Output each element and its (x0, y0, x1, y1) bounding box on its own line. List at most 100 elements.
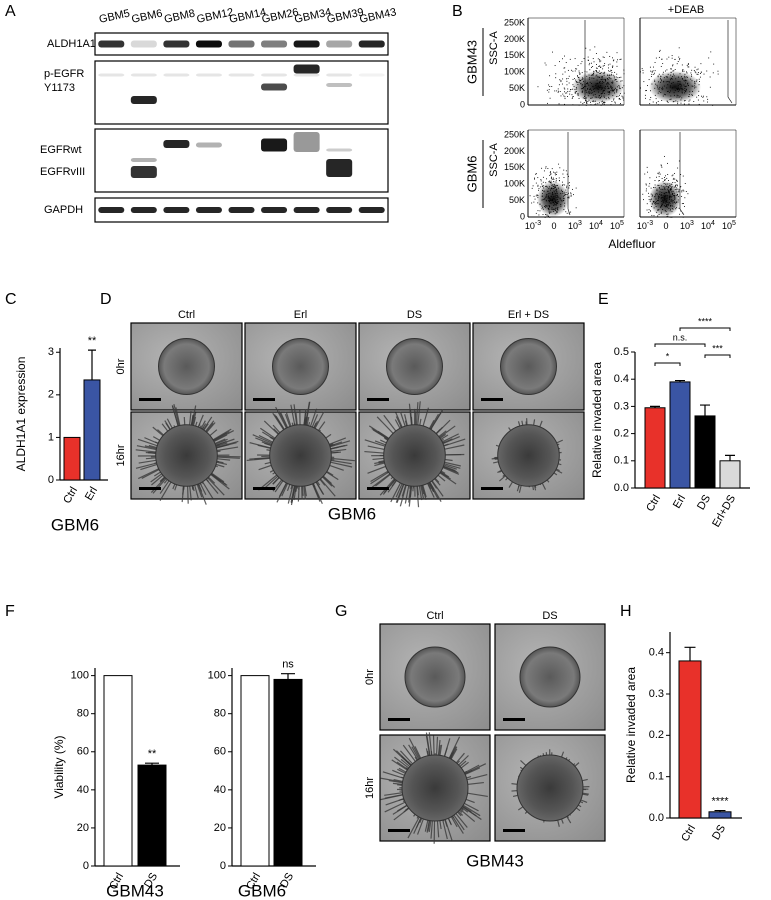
event-dot (566, 78, 567, 80)
event-dot (569, 90, 571, 92)
event-dot (619, 93, 621, 95)
event-dot (554, 172, 556, 174)
event-dot (668, 207, 670, 209)
event-dot (611, 88, 613, 90)
event-dot (671, 195, 673, 197)
event-dot (548, 211, 550, 213)
event-dot (549, 198, 551, 200)
event-dot (568, 175, 569, 177)
error-bar (281, 673, 295, 680)
event-dot (607, 78, 609, 80)
event-dot (666, 216, 668, 218)
event-dot (685, 86, 687, 88)
event-dot (541, 208, 543, 210)
event-dot (616, 90, 618, 92)
event-dot (665, 81, 667, 83)
event-dot (680, 83, 682, 85)
event-dot (559, 197, 561, 199)
event-dot (565, 187, 567, 189)
event-dot (602, 81, 604, 83)
event-dot (593, 91, 595, 93)
event-dot (554, 204, 556, 206)
bracket-label: n.s. (673, 332, 688, 342)
event-dot (681, 97, 683, 99)
bar (678, 660, 702, 819)
event-dot (574, 89, 576, 90)
event-dot (676, 89, 678, 90)
event-dot (589, 81, 591, 83)
event-dot (602, 65, 604, 67)
event-dot (675, 78, 677, 80)
event-dot (553, 181, 555, 182)
event-dot (563, 191, 565, 193)
row-label: 16hr (115, 444, 127, 466)
event-dot (661, 88, 663, 89)
event-dot (676, 187, 678, 189)
event-dot (565, 194, 567, 195)
event-dot (683, 80, 685, 82)
event-dot (549, 171, 551, 173)
event-dot (673, 70, 675, 72)
event-dot (677, 89, 679, 91)
bracket (679, 327, 731, 331)
event-dot (542, 195, 544, 197)
event-dot (552, 184, 554, 186)
event-dot (675, 202, 677, 204)
event-dot (617, 95, 619, 97)
event-dot (576, 68, 578, 70)
event-dot (670, 201, 672, 203)
event-dot (564, 202, 566, 204)
blot-band (195, 142, 222, 148)
event-dot (560, 95, 562, 97)
event-dot (587, 88, 589, 90)
sprout (415, 402, 419, 428)
event-dot (673, 177, 675, 179)
sprout (159, 479, 174, 502)
event-dot (662, 71, 664, 73)
event-dot (660, 211, 662, 213)
blot-band (261, 207, 288, 213)
event-dot (555, 174, 557, 175)
event-dot (598, 70, 600, 72)
event-dot (558, 90, 559, 92)
event-dot (661, 205, 663, 207)
event-dot (598, 82, 600, 84)
event-dot (588, 84, 590, 86)
event-dot (687, 83, 688, 85)
event-dot (696, 79, 698, 81)
event-dot (663, 80, 665, 82)
event-dot (698, 103, 700, 105)
event-dot (667, 196, 669, 198)
event-dot (684, 100, 686, 101)
event-dot (602, 56, 604, 58)
sprout (278, 410, 289, 431)
event-dot (552, 199, 553, 201)
event-dot (605, 79, 606, 81)
event-dot (598, 65, 600, 67)
event-dot (549, 75, 551, 77)
event-dot (550, 173, 552, 175)
event-dot (561, 83, 563, 85)
event-dot (556, 193, 558, 195)
event-dot (610, 90, 612, 91)
event-dot (603, 74, 605, 76)
event-dot (601, 87, 603, 89)
event-dot (570, 69, 572, 71)
event-dot (668, 187, 670, 189)
event-dot (586, 71, 588, 73)
event-dot (648, 79, 650, 81)
event-dot (548, 208, 550, 210)
sprout (450, 812, 464, 834)
event-dot (551, 187, 553, 189)
event-dot (575, 187, 577, 189)
event-dot (670, 78, 672, 80)
event-dot (556, 207, 558, 209)
event-dot (568, 196, 570, 198)
bracket-label: *** (712, 343, 723, 353)
event-dot (669, 197, 671, 198)
event-dot (672, 178, 674, 180)
event-dot (562, 200, 564, 202)
event-dot (683, 84, 685, 86)
event-dot (600, 82, 602, 84)
spheroid (155, 424, 218, 487)
